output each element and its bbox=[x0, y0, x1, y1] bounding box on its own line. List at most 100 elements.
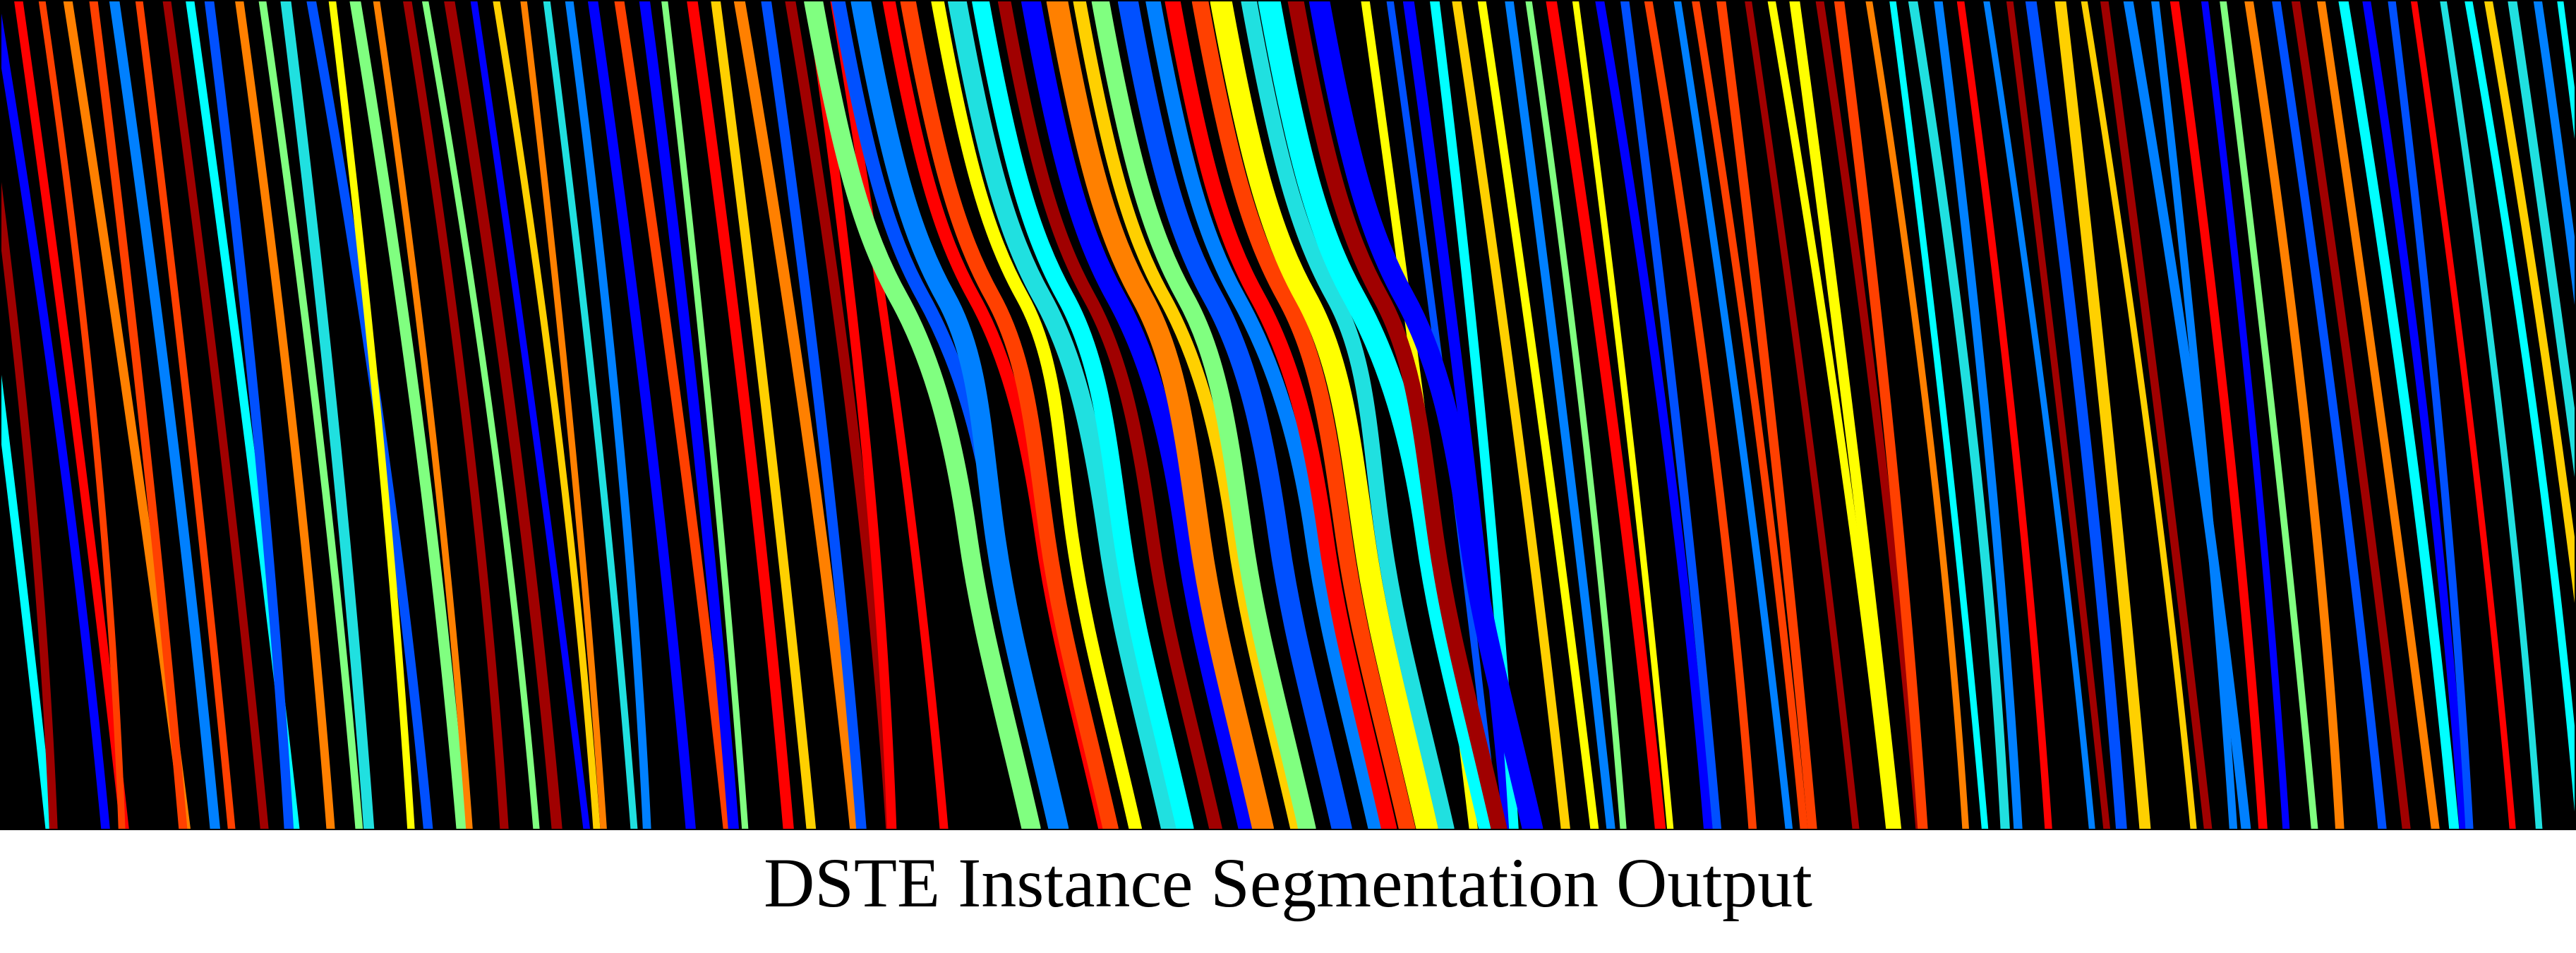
segment-streak bbox=[328, 1, 415, 829]
segment-streak bbox=[661, 1, 749, 829]
segment-wave bbox=[900, 1, 1119, 829]
segment-streak bbox=[14, 1, 129, 829]
segment-streak bbox=[1, 182, 58, 829]
segment-streak bbox=[565, 1, 651, 829]
segment-streak bbox=[204, 1, 294, 829]
segment-streak bbox=[711, 1, 817, 829]
segment-streak bbox=[2151, 1, 2238, 829]
segment-wave bbox=[1258, 1, 1502, 829]
segment-streak bbox=[1865, 1, 1969, 829]
segment-wave bbox=[1021, 1, 1258, 829]
segment-wave bbox=[1145, 1, 1383, 829]
segment-streak bbox=[614, 1, 733, 829]
segment-streak bbox=[2411, 1, 2516, 829]
segment-streak bbox=[1, 375, 54, 829]
segment-streak bbox=[1956, 1, 2052, 829]
segment-streak bbox=[2201, 1, 2290, 829]
segment-streak bbox=[2388, 1, 2474, 829]
segment-streak bbox=[2272, 1, 2387, 829]
segment-streak bbox=[2244, 1, 2345, 829]
segment-streak bbox=[761, 1, 867, 829]
segment-wave bbox=[1164, 1, 1397, 829]
segment-streak bbox=[2081, 1, 2197, 829]
segment-streak bbox=[2006, 1, 2110, 829]
segment-streak bbox=[1716, 1, 1817, 829]
segment-wave bbox=[1241, 1, 1455, 829]
segment-streak bbox=[1673, 1, 1793, 829]
segment-streak bbox=[38, 1, 126, 829]
segment-streak bbox=[2054, 1, 2151, 829]
segment-streak bbox=[235, 1, 335, 829]
segment-strokes bbox=[1, 1, 2575, 829]
segment-streak bbox=[2338, 1, 2460, 829]
segment-streak bbox=[543, 1, 638, 829]
segment-streak bbox=[373, 1, 473, 829]
segment-streak bbox=[1452, 1, 1570, 829]
segment-streak bbox=[444, 1, 562, 829]
segment-wave bbox=[1073, 1, 1304, 829]
segment-streak bbox=[403, 1, 509, 829]
segment-streak bbox=[733, 1, 861, 829]
segment-streak bbox=[2220, 1, 2318, 829]
segment-streak bbox=[2508, 1, 2575, 477]
segment-streak bbox=[1572, 1, 1674, 829]
segment-streak bbox=[2169, 1, 2268, 829]
segment-streak bbox=[349, 1, 468, 829]
segment-streak bbox=[639, 1, 739, 829]
segment-streak bbox=[1767, 1, 1894, 829]
segment-wave bbox=[1287, 1, 1507, 829]
segment-streak bbox=[1983, 1, 2095, 829]
segment-streak bbox=[258, 1, 363, 829]
segment-streak bbox=[2484, 1, 2575, 604]
segmentation-image bbox=[0, 0, 2576, 830]
segment-wave bbox=[1046, 1, 1274, 829]
segment-streak bbox=[1692, 1, 1808, 829]
segment-streak bbox=[422, 1, 540, 829]
segment-streak bbox=[1, 13, 110, 829]
segment-streak bbox=[1525, 1, 1627, 829]
segment-streak bbox=[1644, 1, 1757, 829]
segment-wave bbox=[1091, 1, 1316, 829]
segment-streak bbox=[806, 1, 897, 829]
segment-streak bbox=[2025, 1, 2127, 829]
segment-streak bbox=[2464, 1, 2575, 812]
segment-streak bbox=[1889, 1, 1989, 829]
segment-wave bbox=[1308, 1, 1543, 829]
segment-wave bbox=[997, 1, 1222, 829]
segment-streak bbox=[2100, 1, 2213, 829]
segment-wave bbox=[850, 1, 1069, 829]
segment-streak bbox=[1789, 1, 1902, 829]
segment-streak bbox=[2291, 1, 2411, 829]
segment-streak bbox=[830, 1, 949, 829]
segment-streak bbox=[2440, 1, 2543, 829]
segment-streak bbox=[470, 1, 590, 829]
segment-streak bbox=[1595, 1, 1713, 829]
segment-streak bbox=[588, 1, 696, 829]
segment-streak bbox=[1834, 1, 1928, 829]
segment-streak bbox=[1745, 1, 1860, 829]
segment-streak bbox=[2123, 1, 2251, 829]
segment-streak bbox=[1620, 1, 1722, 829]
segment-streak bbox=[2533, 1, 2575, 305]
segment-streak bbox=[280, 1, 375, 829]
segment-streak bbox=[89, 1, 188, 829]
segment-streak bbox=[1908, 1, 2010, 829]
segment-streak bbox=[2317, 1, 2440, 829]
segment-streak bbox=[493, 1, 601, 829]
segmentation-canvas bbox=[1, 1, 2575, 829]
segment-wave bbox=[804, 1, 1041, 829]
segment-streak bbox=[1477, 1, 1599, 829]
segment-wave bbox=[1191, 1, 1416, 829]
segment-wave bbox=[1117, 1, 1352, 829]
segment-wave bbox=[972, 1, 1194, 829]
segment-streak bbox=[687, 1, 794, 829]
segment-wave bbox=[1210, 1, 1438, 829]
segment-streak bbox=[1546, 1, 1666, 829]
segment-streak bbox=[1505, 1, 1615, 829]
segment-streak bbox=[135, 1, 236, 829]
segment-streak bbox=[2362, 1, 2468, 829]
segment-wave bbox=[948, 1, 1180, 829]
figure-caption: DSTE Instance Segmentation Output bbox=[764, 844, 1812, 922]
segment-streak bbox=[1934, 1, 2023, 829]
segment-streak bbox=[109, 1, 220, 829]
